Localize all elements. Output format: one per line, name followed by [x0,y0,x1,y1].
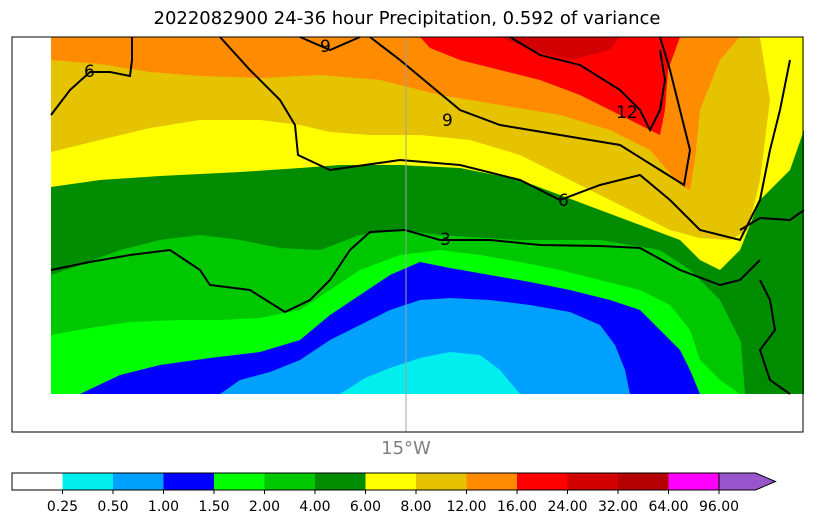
colorbar-segment [315,473,366,490]
colorbar-segment [416,473,467,490]
colorbar-segment [517,473,568,490]
colorbar-extend-arrow [718,472,777,491]
contour-12 [509,36,667,133]
colorbar-tick-label: 8.00 [400,499,432,515]
contour-lines [50,36,805,395]
coastline-right [758,279,791,395]
colorbar-tick-label: 16.00 [496,499,538,515]
contour-label: 9 [442,111,453,131]
contour-label: 3 [440,230,451,250]
colorbar-tick-label: 1.00 [147,499,180,515]
colorbar-tick-label: 32.00 [597,499,639,515]
colorbar-segment [163,473,214,490]
colorbar-segment [12,473,63,490]
colorbar-tick-label: 12.00 [446,499,487,515]
colorbar-segment [264,473,315,490]
colorbar-segment [466,473,517,490]
colorbar-tick-label: 6.00 [349,499,382,515]
colorbar-tick-label: 1.50 [198,499,230,515]
colorbar-tick-label: 24.00 [547,499,588,515]
contour-3 [50,228,761,314]
contour-label: 6 [84,62,95,82]
map-frame [11,36,804,433]
colorbar-segment [214,473,265,490]
contour-6 [219,36,791,242]
precipitation-fill [51,37,804,394]
colorbar-tick-label: 4.00 [299,499,331,515]
contour-6-west [50,37,133,116]
contour-9 [299,36,692,187]
colorbar-tick-label: 96.00 [698,499,740,515]
colorbar [11,472,777,494]
contour-label: 12 [616,103,638,123]
colorbar-segment [62,473,113,490]
colorbar-tick-label: 64.00 [648,499,689,515]
colorbar-segment [618,473,669,490]
colorbar-tick-label: 0.50 [97,499,129,515]
colorbar-segment [365,473,416,490]
contour-labels: 6 9 9 12 6 3 [84,37,638,250]
colorbar-segment [668,473,719,490]
contour-label: 6 [558,191,569,211]
colorbar-segment [113,473,164,490]
longitude-label: 15°W [381,438,431,459]
colorbar-tick-label: 2.00 [248,499,281,515]
colorbar-tick-label: 0.25 [46,499,79,515]
coastline-upper-right [739,209,805,231]
map-title: 2022082900 24-36 hour Precipitation, 0.5… [153,8,661,29]
contour-label: 9 [320,37,331,57]
colorbar-segment [567,473,618,490]
